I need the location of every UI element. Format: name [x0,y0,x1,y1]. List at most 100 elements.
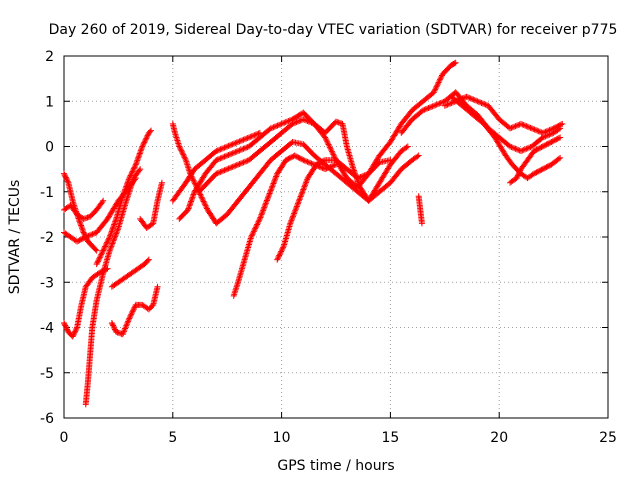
data-point [76,218,83,225]
data-point [421,106,428,113]
data-point [124,180,131,187]
data-point [289,214,296,221]
x-tick-label: 0 [60,430,69,446]
data-point [523,145,530,152]
data-point [297,117,304,124]
data-point [324,164,331,171]
data-point [241,136,248,143]
data-point [218,145,225,152]
data-point [516,168,523,175]
data-point [298,192,305,199]
data-point [130,165,137,172]
data-point [80,229,87,236]
data-point [293,203,300,210]
data-point [107,244,114,251]
data-point [287,220,294,227]
data-point [99,248,106,255]
data-point [269,124,276,131]
series-arc-7 [108,256,152,290]
data-point [278,247,285,254]
data-point [286,117,293,124]
data-point [229,163,236,170]
data-point [186,202,193,209]
data-point [243,144,250,151]
data-point [69,333,76,340]
data-point [448,99,455,106]
data-point [243,135,250,142]
data-point [79,226,86,233]
data-point [217,146,224,153]
data-point [132,161,139,168]
data-point [508,124,515,131]
data-point [228,164,235,171]
data-point [526,124,533,131]
data-point [111,326,118,333]
data-point [177,146,184,153]
data-point [522,122,529,129]
data-point [261,203,268,210]
data-point [325,141,332,148]
data-point [516,170,523,177]
data-point [100,197,107,204]
data-point [134,157,141,164]
data-point [360,172,367,179]
data-point [294,200,301,207]
data-point [542,128,549,135]
series-arc-12 [176,109,394,222]
data-point [481,101,488,108]
data-point [203,205,210,212]
data-point [279,245,286,252]
data-point [557,154,564,161]
data-point [231,149,237,156]
data-point [526,144,533,151]
data-point [356,182,363,189]
data-point [109,225,116,232]
data-point [292,207,299,214]
y-tick-label: -4 [40,321,54,337]
data-point [104,239,111,246]
data-point [127,312,134,319]
data-point [225,151,232,158]
data-point [280,244,287,251]
data-point [93,261,100,268]
data-point [422,106,429,113]
data-point [507,125,514,132]
data-point [61,319,67,326]
data-point [275,122,282,129]
data-point [214,156,221,163]
data-point [304,176,311,183]
data-point [447,100,454,107]
data-point [515,146,522,153]
data-point [514,173,521,180]
data-point [131,304,138,311]
data-point [99,199,106,206]
data-point [128,169,135,176]
data-point [96,255,103,262]
data-point [278,248,285,255]
data-point [387,157,394,164]
data-point [139,142,146,149]
data-point [279,120,286,127]
data-point [265,194,271,201]
data-point [146,128,153,135]
data-point [222,144,229,151]
data-point [201,199,208,206]
data-point [113,230,120,237]
data-point [294,118,301,125]
data-point [508,144,515,151]
data-point [265,193,272,200]
data-point [430,102,437,109]
data-point [299,156,306,163]
data-point [128,310,135,317]
data-point [144,257,151,264]
data-point [180,153,187,160]
data-point [198,194,205,201]
data-point [268,186,275,193]
data-point [300,116,307,123]
data-point [98,250,105,257]
data-point [123,322,130,329]
data-point [134,156,141,163]
data-point [111,221,118,228]
data-point [274,255,281,262]
